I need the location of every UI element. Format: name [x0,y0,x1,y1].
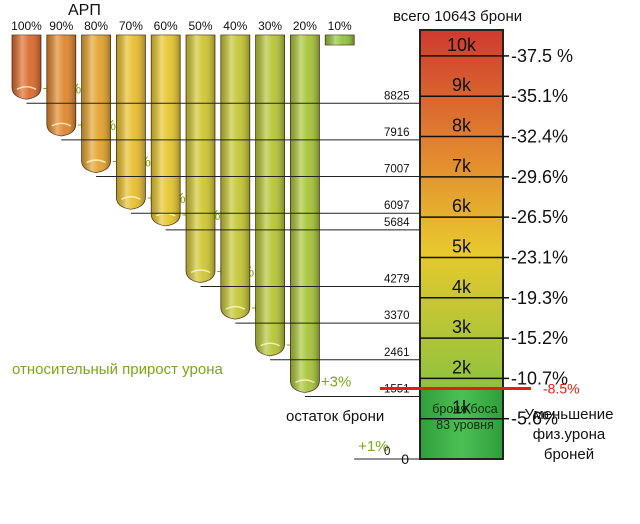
reduction-label: -5.6% [511,409,558,429]
damage-gain-label: +1% [358,438,388,455]
arp-bar-sheen [116,35,146,210]
scale-tick-label: 9k [452,75,472,95]
arp-category-label: 60% [154,19,178,33]
arp-category-label: 50% [188,19,212,33]
arp-bar-tip-highlight [260,342,280,347]
remaining-armor-value: 8825 [384,90,410,102]
arp-bar [220,34,251,320]
arp-bar-sheen [325,35,355,45]
reduction-label: -32.4% [511,127,568,147]
arp-category-label: 100% [11,19,42,33]
remaining-armor-value: 0 [384,446,390,458]
scale-tick-label: 10k [447,35,477,55]
relative-growth-label: относительный прирост урона [12,361,223,378]
arp-bar-tip-highlight [16,86,37,90]
reduction-label: -26.5% [511,207,568,227]
scale-tick-label: 4k [452,277,472,297]
scale-tick-label: 7k [452,156,472,176]
remaining-armor-value: 4279 [384,274,410,286]
leader-lines: 8825791670076097568442793370246115510 [26,90,420,460]
reduction-label: -19.3% [511,288,568,308]
arp-category-label: 20% [293,19,317,33]
arp-bar [11,34,42,100]
reduction-label: -29.6% [511,167,568,187]
remaining-armor-value: 7007 [384,164,410,176]
scale-tick-label: 2k [452,357,472,377]
armor-scale: 1k -5.6% 2k -10.7% 3k -15.2% 4k -19.3% 5k -23.1% 6… [380,29,580,467]
arp-bar-tip-highlight [51,122,72,127]
scale-tick-label: 5k [452,236,472,256]
remaining-armor-value: 5684 [384,217,410,229]
reduction-label: -15.2% [511,328,568,348]
reduction-caption: Уменьшение физ.урона броней [524,406,614,463]
scale-tick-label: 1k [452,398,472,418]
reduction-label: -23.1% [511,247,568,267]
arp-bar [46,34,77,137]
arp-bar-sheen [186,35,215,283]
damage-gain-label: +3% [321,373,351,390]
scale-tick-label: 8k [452,116,472,136]
arp-bar [116,34,146,210]
arp-category-label: 10% [328,19,352,33]
arp-bar-tip-highlight [121,195,141,200]
arp-bar-tip-highlight [295,379,315,384]
arp-bar [255,34,285,357]
arp-bar-tip-highlight [225,305,246,310]
arp-bar [324,34,355,46]
boss-marker-label: -8.5% [543,380,580,396]
scale-tick-label: 6k [452,196,472,216]
arp-bar-sheen [151,35,181,226]
arp-bar-sheen [255,35,285,356]
scale-tick-label: 3k [452,317,472,337]
arp-category-label: 40% [223,19,247,33]
remaining-armor-label: остаток брони [286,408,385,425]
arp-bars: 100%+29%90%+25%80%+21%70%+17%60%+12%50%+… [11,19,389,455]
arp-category-label: 30% [258,19,282,33]
arp-bar [150,34,181,227]
arp-bar-tip-highlight [86,159,106,164]
arp-title: АРП [68,2,101,19]
arp-bar-sheen [220,35,250,320]
total-armor-label: всего 10643 брони [393,8,523,25]
arp-category-label: 70% [119,19,143,33]
arp-category-label: 90% [49,19,73,33]
arp-category-label: 80% [84,19,108,33]
arp-bar-sheen [46,35,76,136]
remaining-armor-value: 2461 [384,347,410,359]
reduction-label: -10.7% [511,368,568,388]
reduction-label: -35.1% [511,86,568,106]
remaining-armor-value: 6097 [384,200,410,212]
arp-bar-tip-highlight [190,269,211,274]
arp-bar [185,34,216,283]
arp-bar-sheen [12,35,41,100]
remaining-armor-value: 3370 [384,310,410,322]
zero-label: 0 [401,451,409,467]
boss-armor-label: броня боса 83 уровня [432,402,498,432]
reduction-label: -37.5 % [511,46,573,66]
remaining-armor-value: 7916 [384,127,410,139]
